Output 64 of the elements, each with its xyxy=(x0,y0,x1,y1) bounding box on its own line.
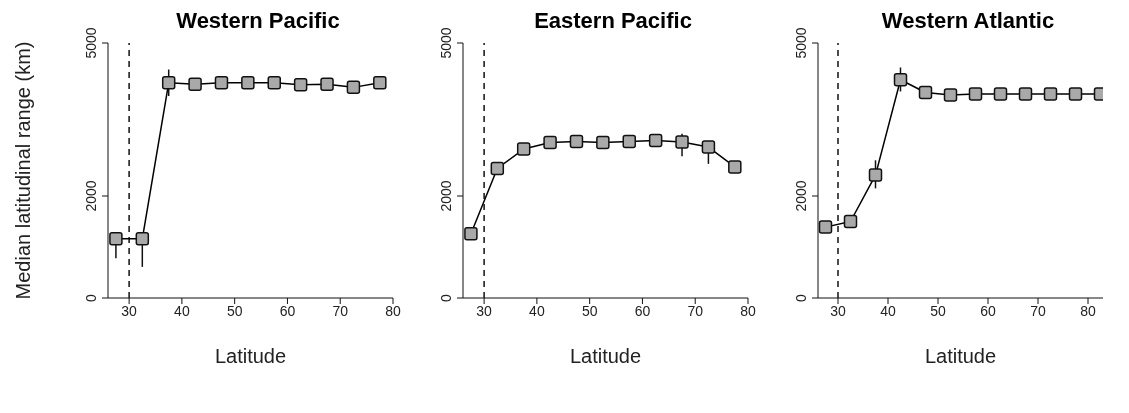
y-tick-label: 0 xyxy=(438,293,454,302)
point xyxy=(728,160,742,174)
y-tick-label: 2000 xyxy=(438,180,454,212)
x-tick-label: 30 xyxy=(121,302,138,319)
x-tick-label: 40 xyxy=(529,302,545,319)
point xyxy=(818,220,833,234)
point xyxy=(622,134,636,149)
point xyxy=(843,214,858,229)
x-tick-label: 30 xyxy=(830,302,846,319)
point xyxy=(1068,87,1083,101)
x-tick-label: 50 xyxy=(930,302,946,319)
point xyxy=(464,226,478,241)
y-tick-label: 0 xyxy=(83,293,99,302)
point xyxy=(543,135,557,150)
x-axis-title: Latitude xyxy=(569,345,642,367)
y-tick-label: 0 xyxy=(793,293,809,302)
y-axis-title: Median latitudinal range (km) xyxy=(12,41,35,300)
point xyxy=(373,76,387,90)
point xyxy=(109,232,123,246)
point xyxy=(293,78,308,92)
y-tick-label: 2000 xyxy=(83,180,99,212)
y-tick-label: 5000 xyxy=(83,27,99,59)
point xyxy=(675,135,689,149)
x-axis-title: Latitude xyxy=(924,345,997,367)
x-tick-label: 80 xyxy=(740,302,756,319)
point xyxy=(346,80,361,95)
x-tick-label: 60 xyxy=(980,302,996,319)
x-tick-label: 50 xyxy=(226,302,243,319)
point xyxy=(516,142,531,156)
x-tick-label: 80 xyxy=(1080,302,1096,319)
x-tick-label: 50 xyxy=(581,302,598,319)
x-tick-label: 60 xyxy=(634,302,651,319)
x-axis-title: Latitude xyxy=(214,345,287,367)
x-tick-label: 40 xyxy=(174,302,190,319)
y-tick-label: 2000 xyxy=(793,180,809,212)
point xyxy=(893,72,908,87)
x-tick-label: 70 xyxy=(1030,302,1046,319)
x-tick-label: 80 xyxy=(385,302,401,319)
x-tick-label: 60 xyxy=(279,302,296,319)
point xyxy=(267,76,281,90)
point xyxy=(648,133,663,148)
point xyxy=(241,76,255,90)
point xyxy=(918,85,933,100)
point xyxy=(161,76,176,90)
point xyxy=(1018,87,1033,101)
point xyxy=(943,88,958,102)
point xyxy=(188,77,202,92)
point xyxy=(868,168,883,182)
x-tick-label: 40 xyxy=(880,302,896,319)
point xyxy=(490,161,505,176)
point xyxy=(968,87,983,101)
x-tick-label: 30 xyxy=(476,302,493,319)
point xyxy=(135,232,150,246)
x-tick-label: 70 xyxy=(332,302,349,319)
point xyxy=(320,77,334,92)
point xyxy=(569,134,584,149)
point xyxy=(214,76,229,90)
point xyxy=(1043,87,1058,101)
point xyxy=(596,135,610,150)
point xyxy=(993,87,1008,101)
y-tick-label: 5000 xyxy=(793,27,809,59)
x-tick-label: 70 xyxy=(687,302,704,319)
point xyxy=(701,140,716,154)
y-tick-label: 5000 xyxy=(438,27,454,59)
